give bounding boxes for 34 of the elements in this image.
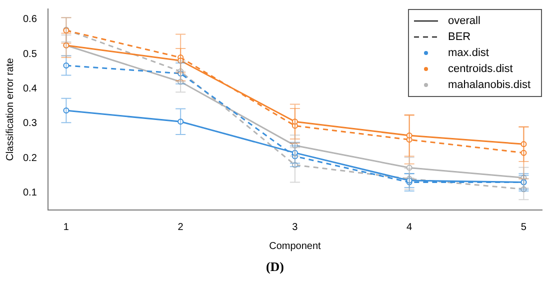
text: (D) xyxy=(264,258,286,276)
y-tick-label: 0.3 xyxy=(22,118,38,130)
legend-label: max.dist xyxy=(448,47,489,60)
point xyxy=(292,142,298,149)
y-tick-label: 0.4 xyxy=(22,83,38,94)
point xyxy=(406,164,412,171)
point xyxy=(63,62,70,68)
point xyxy=(520,150,527,156)
y-tick-label: 0.5 xyxy=(22,48,38,60)
point xyxy=(178,118,184,125)
x-tick-label: 5 xyxy=(520,222,527,233)
y-tick-label: 0.1 xyxy=(22,187,38,198)
legend-label: centroids.dist xyxy=(448,63,513,76)
y-axis-title: Classification error rate xyxy=(4,58,16,161)
point xyxy=(292,150,298,156)
point xyxy=(63,108,70,114)
annotation: overall xyxy=(448,15,480,28)
point xyxy=(292,118,298,125)
annotation: BER xyxy=(448,31,471,44)
x-tick-label: 4 xyxy=(406,222,413,233)
point xyxy=(292,162,298,168)
point xyxy=(520,179,527,186)
y-tick-label: 0.2 xyxy=(22,152,38,164)
legend-label: mahalanobis.dist xyxy=(448,79,531,92)
point xyxy=(178,78,184,85)
x-axis-title: Component xyxy=(269,240,322,252)
point xyxy=(178,58,184,64)
point xyxy=(406,132,412,138)
y-tick-label: 0.6 xyxy=(22,14,38,26)
x-tick-label: 2 xyxy=(178,222,184,233)
point xyxy=(520,186,527,192)
x-tick-label: 3 xyxy=(292,222,298,233)
x-tick-label: 1 xyxy=(63,222,70,233)
point xyxy=(520,141,527,148)
